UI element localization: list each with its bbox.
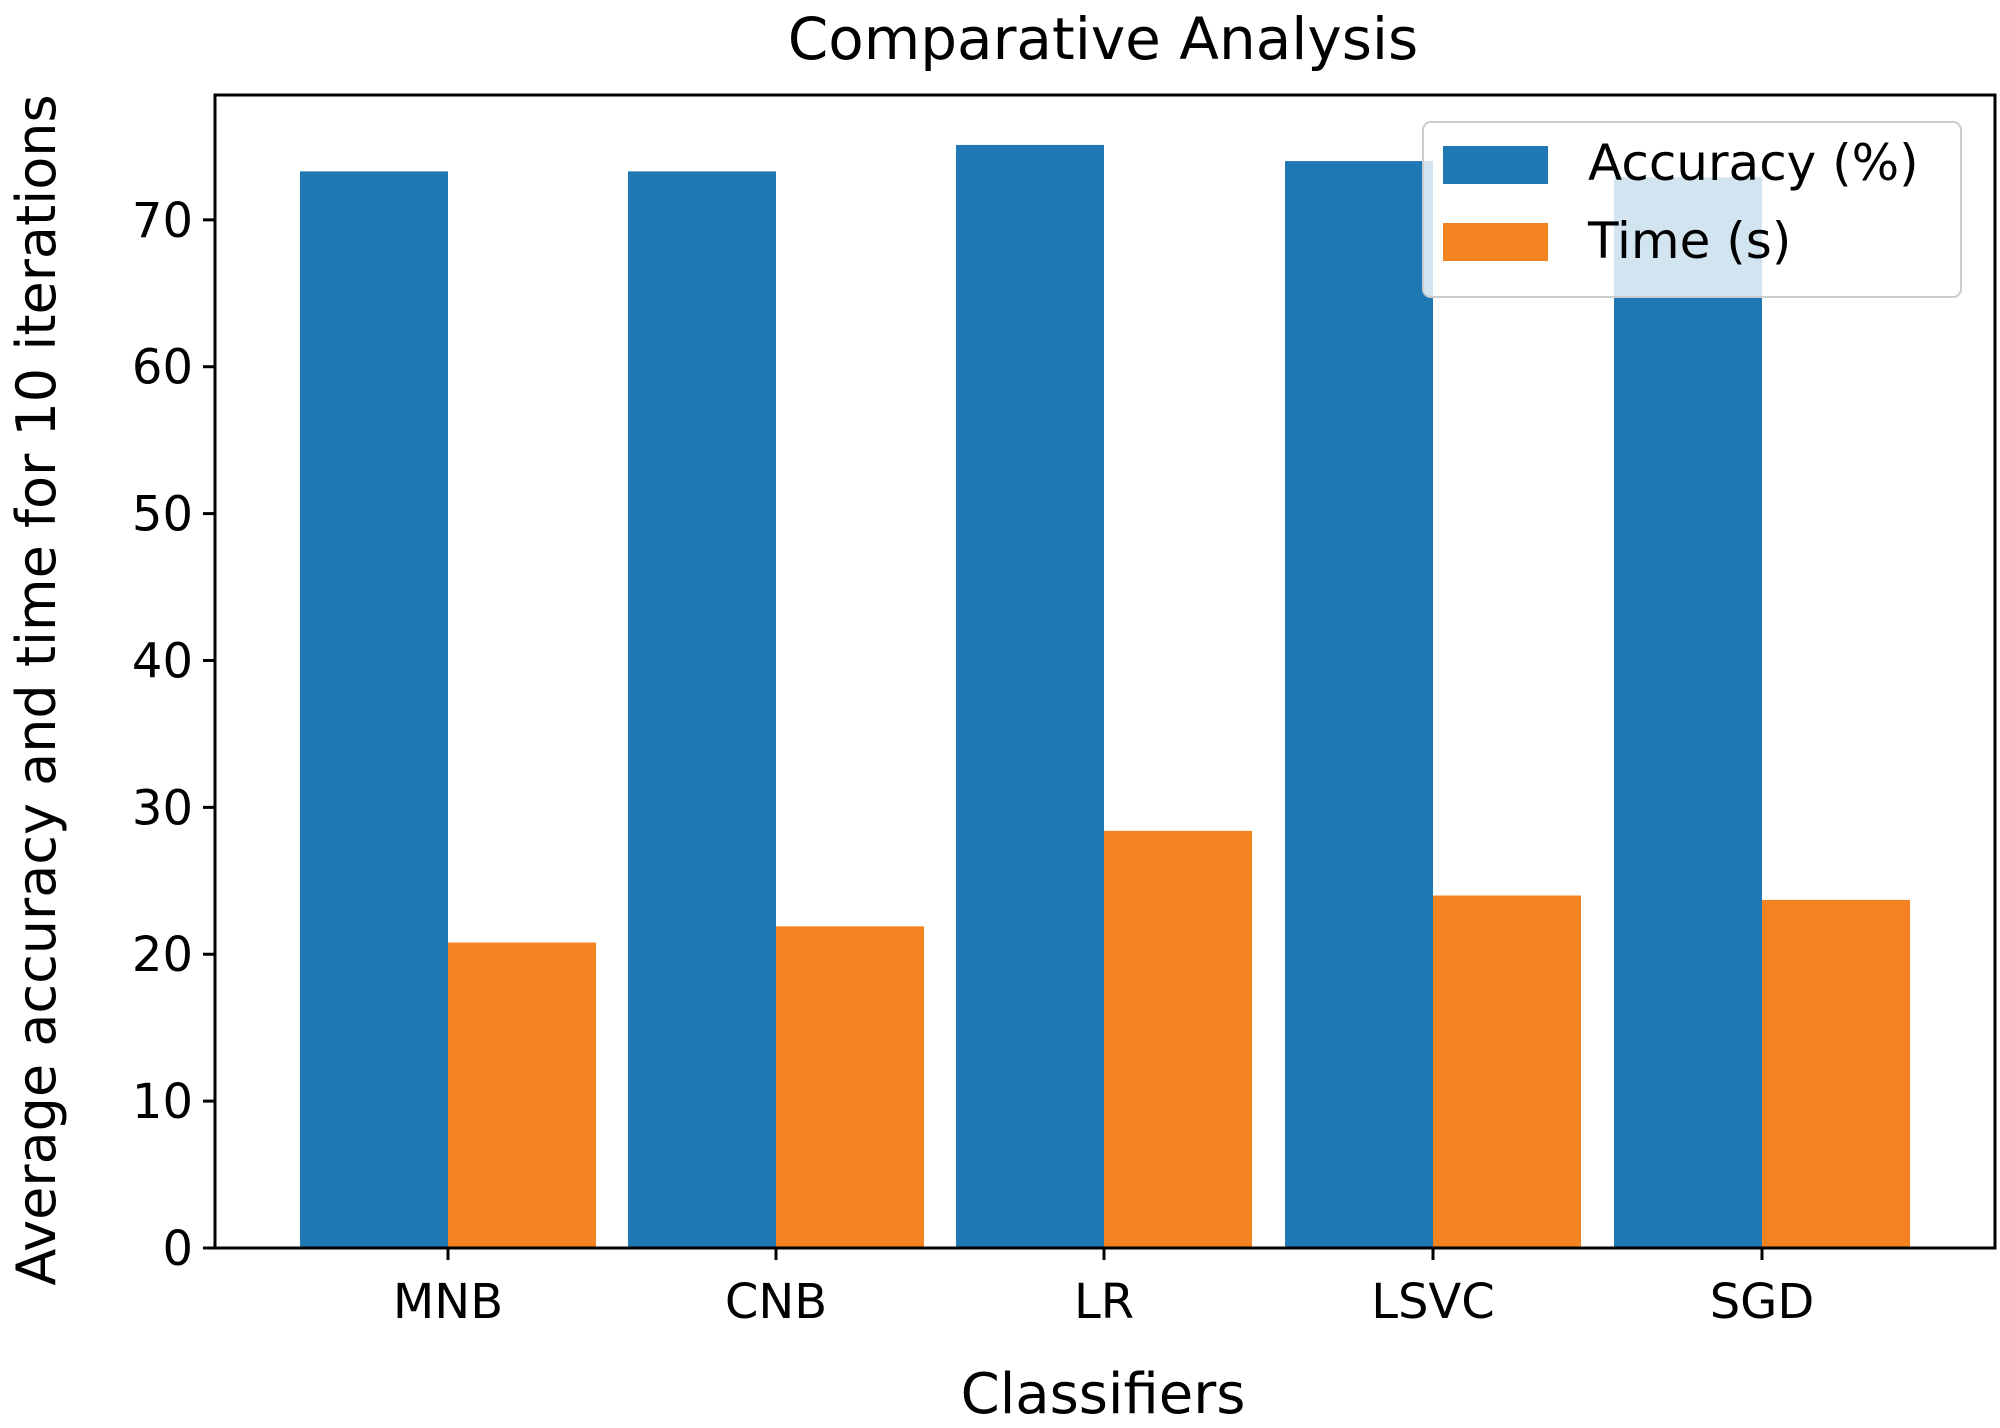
y-tick-label: 30 [132,780,193,836]
plot-frame [213,93,1997,1250]
bars-group [300,144,1910,1249]
x-tick-label-sgd: SGD [1710,1274,1815,1330]
chart-title: Comparative Analysis [788,5,1419,73]
y-axis: 0 10 20 30 40 50 60 70 [132,193,215,1277]
bar-time-lsvc [1433,895,1581,1248]
bar-accuracy-lr [956,144,1104,1249]
bar-time-cnb [776,926,924,1248]
x-tick-label-cnb: CNB [725,1274,827,1330]
x-axis: MNB CNB LR LSVC SGD [393,1248,1814,1330]
y-tick-label: 50 [132,487,193,543]
y-axis-label: Average accuracy and time for 10 iterati… [5,94,68,1285]
x-tick-label-mnb: MNB [393,1274,503,1330]
bar-time-mnb [448,942,596,1248]
y-tick-label: 40 [132,633,193,689]
y-tick-label: 70 [132,193,193,249]
x-tick-label-lsvc: LSVC [1371,1274,1495,1330]
bar-time-lr [1104,830,1252,1248]
y-tick-label: 10 [132,1074,193,1130]
bar-accuracy-cnb [628,171,776,1248]
y-tick-label: 0 [162,1221,193,1277]
bar-accuracy-mnb [300,171,448,1248]
bar-accuracy-lsvc [1285,161,1433,1248]
bar-time-sgd [1762,899,1910,1248]
legend-swatch-accuracy [1443,146,1548,184]
legend-swatch-time [1443,223,1548,261]
y-tick-label: 20 [132,927,193,983]
legend-label-accuracy: Accuracy (%) [1588,134,1919,192]
x-tick-label-lr: LR [1074,1274,1134,1330]
bar-accuracy-sgd [1614,177,1762,1249]
legend-box [1422,121,1962,298]
legend: Accuracy (%) Time (s) [1422,121,1962,298]
legend-label-time: Time (s) [1587,212,1791,270]
y-tick-label: 60 [132,340,193,396]
x-axis-label: Classifiers [961,1362,1246,1427]
